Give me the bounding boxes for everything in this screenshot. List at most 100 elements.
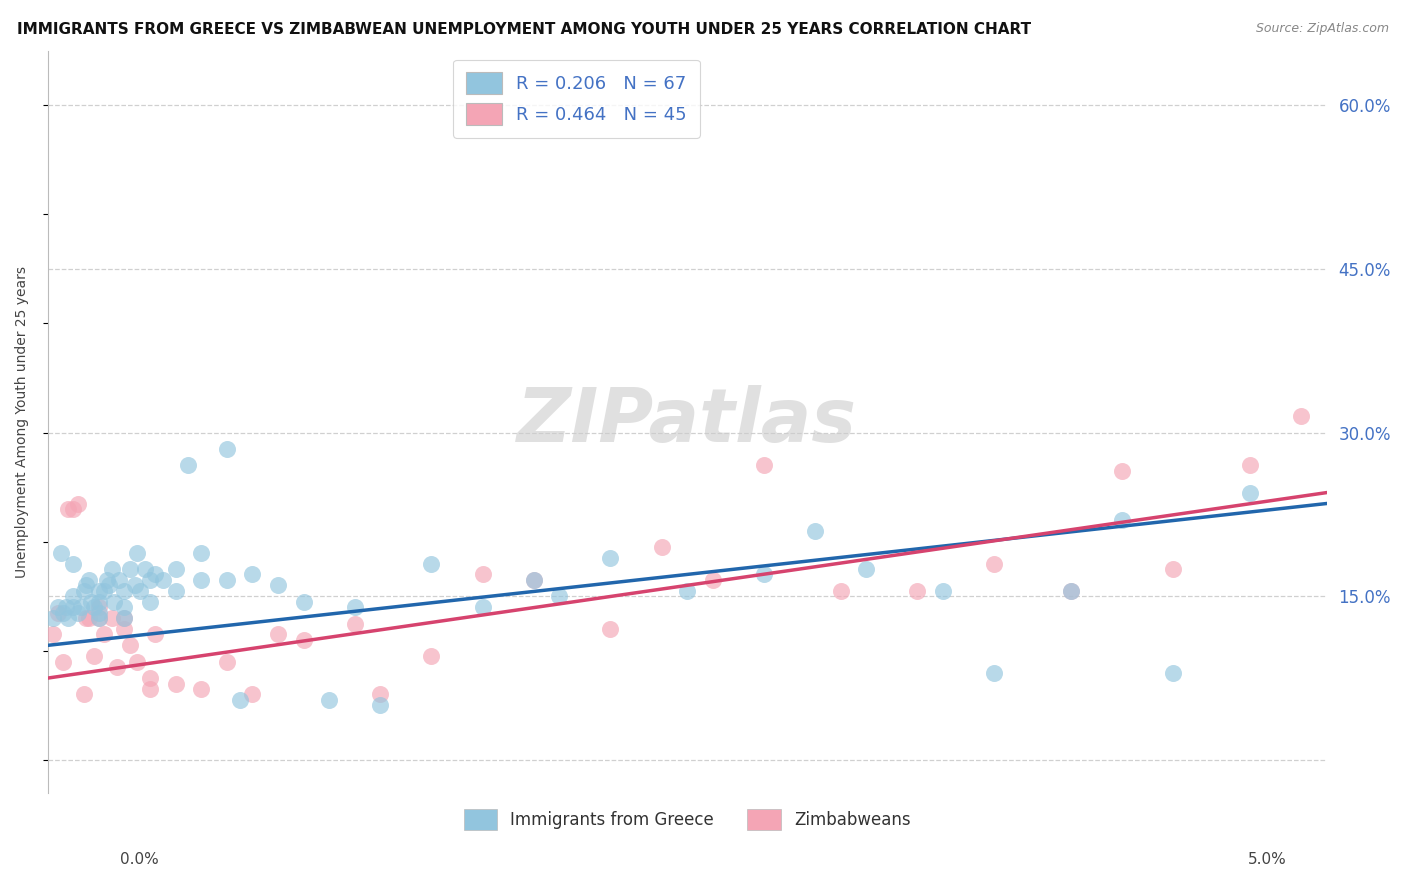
Point: [108, 573, 131, 587]
Point: [62, 600, 84, 615]
Point: [1239, 458, 1261, 473]
Text: 0.0%: 0.0%: [120, 852, 159, 867]
Point: [292, 632, 315, 647]
Point: [93, 583, 115, 598]
Point: [75, 611, 97, 625]
Point: [58, 611, 80, 625]
Point: [139, 671, 162, 685]
Point: [83, 649, 105, 664]
Point: [77, 611, 100, 625]
Point: [70, 600, 93, 615]
Point: [103, 595, 125, 609]
Point: [177, 458, 200, 473]
Point: [1239, 485, 1261, 500]
Point: [83, 600, 105, 615]
Point: [1060, 583, 1083, 598]
Point: [471, 600, 494, 615]
Y-axis label: Unemployment Among Youth under 25 years: Unemployment Among Youth under 25 years: [15, 266, 30, 578]
Point: [134, 562, 156, 576]
Point: [242, 688, 264, 702]
Point: [62, 589, 84, 603]
Point: [42, 627, 65, 641]
Point: [114, 600, 136, 615]
Point: [523, 573, 546, 587]
Point: [100, 562, 122, 576]
Point: [752, 567, 775, 582]
Point: [87, 583, 110, 598]
Point: [77, 573, 100, 587]
Point: [87, 611, 110, 625]
Point: [1161, 562, 1184, 576]
Point: [368, 688, 391, 702]
Point: [752, 458, 775, 473]
Point: [702, 573, 724, 587]
Point: [292, 595, 315, 609]
Point: [523, 573, 546, 587]
Point: [114, 622, 136, 636]
Point: [1111, 513, 1133, 527]
Point: [46, 606, 69, 620]
Point: [599, 622, 621, 636]
Point: [318, 693, 340, 707]
Point: [932, 583, 955, 598]
Point: [127, 546, 149, 560]
Point: [75, 578, 97, 592]
Point: [215, 442, 238, 456]
Point: [152, 573, 174, 587]
Point: [599, 551, 621, 566]
Point: [67, 606, 90, 620]
Point: [548, 589, 571, 603]
Point: [67, 496, 90, 510]
Text: Source: ZipAtlas.com: Source: ZipAtlas.com: [1256, 22, 1389, 36]
Point: [190, 546, 212, 560]
Point: [1111, 464, 1133, 478]
Point: [368, 698, 391, 713]
Point: [80, 595, 103, 609]
Text: IMMIGRANTS FROM GREECE VS ZIMBABWEAN UNEMPLOYMENT AMONG YOUTH UNDER 25 YEARS COR: IMMIGRANTS FROM GREECE VS ZIMBABWEAN UNE…: [17, 22, 1031, 37]
Point: [215, 573, 238, 587]
Point: [87, 606, 110, 620]
Point: [343, 616, 366, 631]
Point: [114, 611, 136, 625]
Point: [983, 557, 1005, 571]
Point: [471, 567, 494, 582]
Point: [118, 562, 141, 576]
Point: [87, 611, 110, 625]
Point: [58, 502, 80, 516]
Point: [420, 557, 443, 571]
Point: [143, 627, 166, 641]
Point: [1060, 583, 1083, 598]
Point: [100, 611, 122, 625]
Point: [124, 578, 146, 592]
Legend: Immigrants from Greece, Zimbabweans: Immigrants from Greece, Zimbabweans: [457, 803, 917, 837]
Point: [98, 578, 121, 592]
Point: [72, 583, 94, 598]
Point: [87, 600, 110, 615]
Point: [114, 611, 136, 625]
Point: [267, 578, 290, 592]
Point: [42, 611, 65, 625]
Point: [228, 693, 250, 707]
Point: [52, 606, 75, 620]
Point: [46, 600, 69, 615]
Point: [215, 655, 238, 669]
Point: [804, 524, 827, 538]
Text: ZIPatlas: ZIPatlas: [517, 385, 858, 458]
Point: [420, 649, 443, 664]
Point: [96, 573, 118, 587]
Point: [52, 655, 75, 669]
Point: [165, 583, 187, 598]
Point: [93, 627, 115, 641]
Point: [139, 595, 162, 609]
Point: [165, 562, 187, 576]
Point: [139, 573, 162, 587]
Point: [190, 681, 212, 696]
Text: 5.0%: 5.0%: [1247, 852, 1286, 867]
Point: [1161, 665, 1184, 680]
Point: [62, 502, 84, 516]
Point: [267, 627, 290, 641]
Point: [127, 655, 149, 669]
Point: [343, 600, 366, 615]
Point: [55, 600, 77, 615]
Point: [114, 583, 136, 598]
